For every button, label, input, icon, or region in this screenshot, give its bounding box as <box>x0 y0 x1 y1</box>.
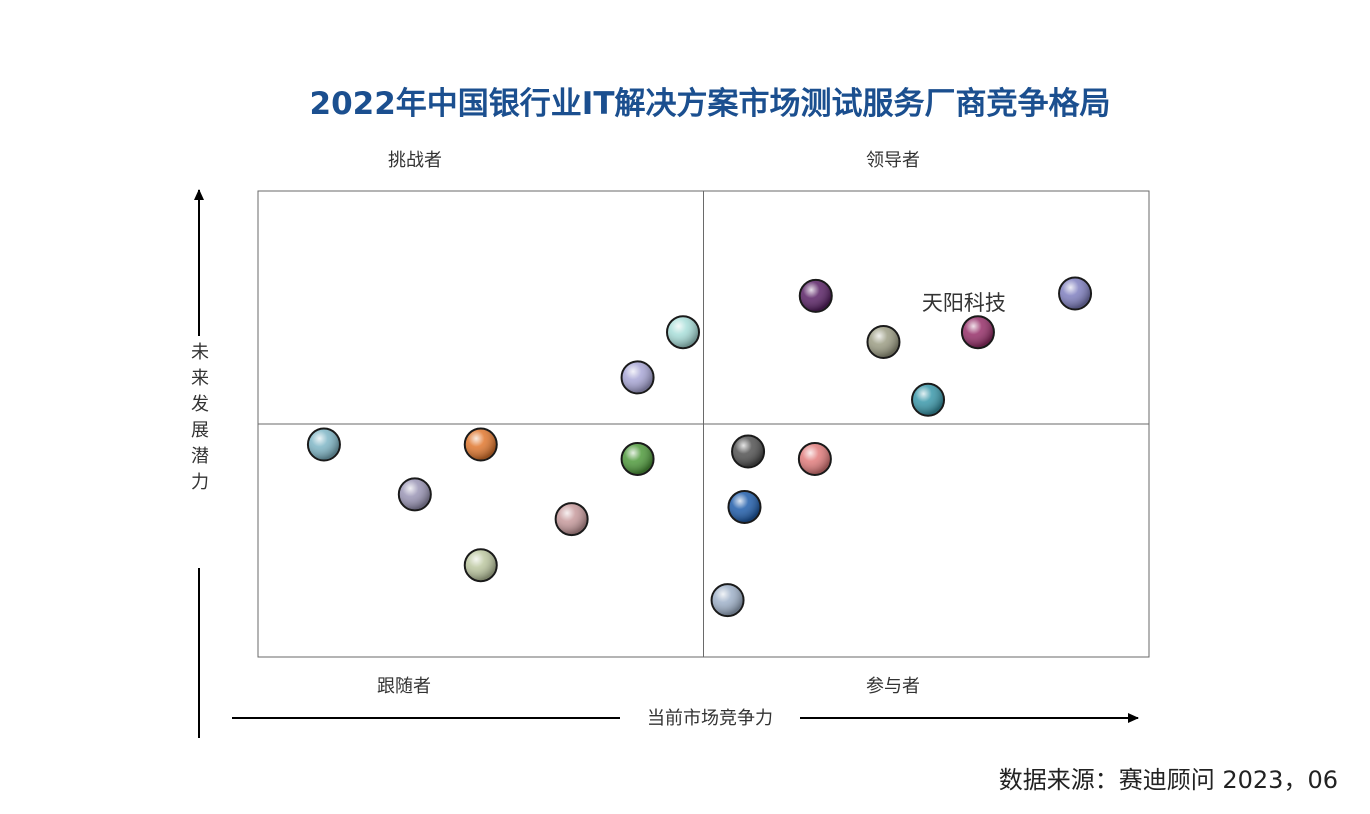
data-point-highlight <box>465 429 496 460</box>
data-point-highlight <box>668 317 699 348</box>
data-point-highlight <box>465 550 496 581</box>
data-point <box>397 477 432 512</box>
data-point-highlight <box>622 362 653 393</box>
data-point-highlight <box>913 384 944 415</box>
data-point <box>710 583 745 618</box>
data-point <box>463 427 498 462</box>
data-point <box>620 360 655 395</box>
data-point <box>620 441 655 476</box>
data-point: 天阳科技 <box>922 291 1006 350</box>
data-point-highlight <box>962 317 993 348</box>
data-point <box>554 502 589 537</box>
quadrant-label-bottom-left: 跟随者 <box>377 676 431 697</box>
data-point-label: 天阳科技 <box>922 291 1006 315</box>
data-point <box>911 382 946 417</box>
data-point-highlight <box>799 443 830 474</box>
y-axis-label: 未来发展潜力 <box>191 342 209 493</box>
data-point <box>306 427 341 462</box>
x-axis-label: 当前市场竞争力 <box>620 704 800 730</box>
data-point-highlight <box>868 326 899 357</box>
data-point <box>666 315 701 350</box>
data-point <box>866 324 901 359</box>
data-point <box>463 548 498 583</box>
data-point-highlight <box>399 479 430 510</box>
data-point-highlight <box>729 491 760 522</box>
data-point-highlight <box>1060 278 1091 309</box>
source-note: 数据来源：赛迪顾问 2023，06 <box>998 766 1338 794</box>
data-point <box>731 434 766 469</box>
data-points: 天阳科技 <box>306 276 1093 618</box>
data-point <box>798 278 833 313</box>
data-point <box>797 441 832 476</box>
chart-title: 2022年中国银行业IT解决方案市场测试服务厂商竞争格局 <box>309 86 1111 122</box>
data-point <box>727 489 762 524</box>
quadrant-label-bottom-right: 参与者 <box>866 676 920 697</box>
data-point-highlight <box>622 443 653 474</box>
quadrant-label-top-right: 领导者 <box>866 150 920 171</box>
data-point-highlight <box>733 436 764 467</box>
data-point-highlight <box>308 429 339 460</box>
data-point <box>1058 276 1093 311</box>
data-point-highlight <box>800 280 831 311</box>
data-point-highlight <box>556 504 587 535</box>
quadrant-label-top-left: 挑战者 <box>388 150 442 171</box>
data-point-highlight <box>712 585 743 616</box>
